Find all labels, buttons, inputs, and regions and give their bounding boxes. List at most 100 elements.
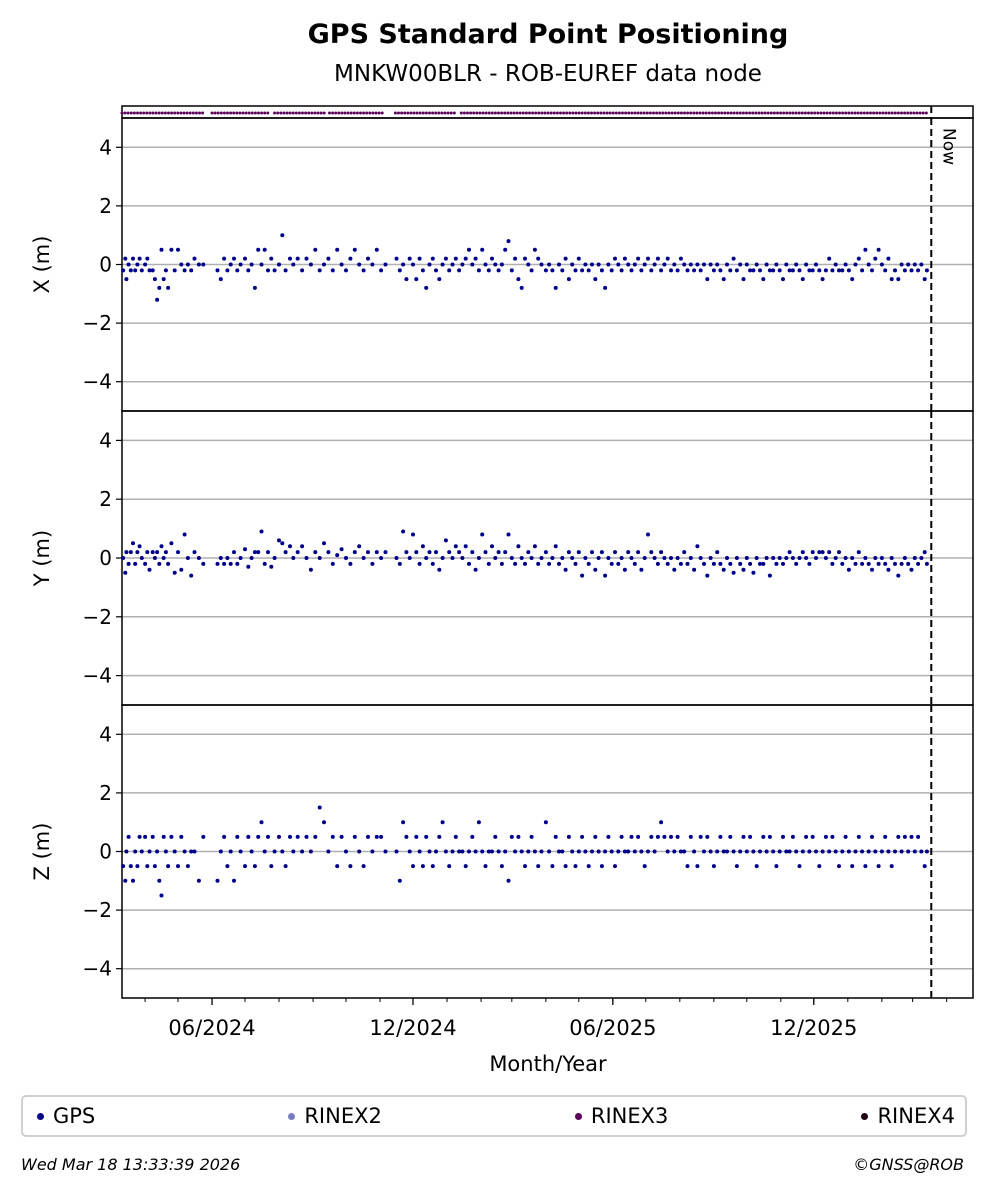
availability-point <box>285 111 289 115</box>
data-point <box>476 556 481 560</box>
availability-point <box>497 111 500 115</box>
data-point <box>249 556 254 560</box>
availability-point <box>276 111 280 115</box>
data-point <box>335 247 340 252</box>
data-point <box>636 550 641 555</box>
data-point <box>269 256 274 261</box>
data-point <box>192 849 197 854</box>
availability-point <box>247 111 251 115</box>
data-point <box>669 834 673 839</box>
data-point <box>137 834 142 839</box>
data-point <box>420 544 425 549</box>
data-point <box>603 849 608 854</box>
data-point <box>185 556 190 560</box>
data-point <box>698 268 703 273</box>
data-point <box>840 849 845 854</box>
data-point <box>777 268 782 273</box>
data-point <box>830 834 835 839</box>
availability-point <box>418 111 422 115</box>
data-point <box>613 864 617 869</box>
data-point <box>374 550 379 555</box>
availability-point <box>878 111 882 115</box>
data-point <box>404 834 409 839</box>
data-point <box>695 544 700 549</box>
data-point <box>781 277 785 282</box>
y-axis-label: Z (m) <box>30 823 54 881</box>
data-point <box>532 849 537 854</box>
data-point <box>711 268 716 273</box>
data-point <box>411 262 415 267</box>
availability-point <box>487 111 491 115</box>
data-point <box>718 834 723 839</box>
availability-point <box>800 111 804 115</box>
data-point <box>516 277 521 282</box>
availability-point <box>291 111 295 115</box>
availability-point <box>232 111 236 115</box>
data-point <box>543 550 548 555</box>
availability-point <box>807 111 810 115</box>
availability-point <box>279 111 283 115</box>
y-tick-label: 4 <box>99 722 112 746</box>
data-point <box>344 268 348 273</box>
data-point <box>152 864 157 869</box>
data-point <box>135 262 140 267</box>
availability-point <box>748 111 752 115</box>
legend-label: RINEX2 <box>304 1104 382 1128</box>
availability-point <box>304 111 308 115</box>
data-point <box>201 262 206 267</box>
data-point <box>639 567 644 572</box>
availability-point <box>571 111 575 115</box>
data-point <box>457 849 462 854</box>
availability-point <box>710 111 714 115</box>
availability-point <box>253 111 257 115</box>
data-point <box>185 262 190 267</box>
data-point <box>553 544 558 549</box>
data-point <box>222 256 227 261</box>
data-point <box>662 262 667 267</box>
data-point <box>529 556 534 560</box>
data-point <box>152 277 157 282</box>
data-point <box>238 556 243 560</box>
data-point <box>912 556 917 560</box>
availability-point <box>424 111 428 115</box>
data-point <box>609 849 614 854</box>
data-point <box>774 561 779 566</box>
data-point <box>708 556 713 560</box>
availability-point <box>788 111 792 115</box>
data-point <box>161 277 166 282</box>
availability-point <box>307 111 311 115</box>
data-point <box>523 256 527 261</box>
data-point <box>866 849 871 854</box>
availability-point <box>658 111 662 115</box>
availability-point <box>466 111 469 115</box>
availability-point <box>819 111 823 115</box>
availability-point <box>393 111 397 115</box>
data-point <box>619 268 624 273</box>
data-point <box>308 849 313 854</box>
y-tick-label: 0 <box>99 840 112 864</box>
data-point <box>678 256 683 261</box>
data-point <box>797 556 802 560</box>
data-point <box>646 849 650 854</box>
data-point <box>335 864 340 869</box>
data-point <box>893 268 897 273</box>
data-point <box>543 820 548 825</box>
data-point <box>300 544 305 549</box>
data-point <box>586 561 591 566</box>
data-point <box>860 849 865 854</box>
availability-point <box>194 111 198 115</box>
data-point <box>513 849 518 854</box>
availability-point <box>655 111 659 115</box>
data-point <box>899 849 904 854</box>
data-point <box>580 573 585 578</box>
data-point <box>678 849 683 854</box>
legend-item-rinex2: RINEX2 <box>288 1104 382 1128</box>
availability-point <box>179 111 183 115</box>
availability-point <box>201 111 205 115</box>
data-point <box>731 849 736 854</box>
data-point <box>853 262 858 267</box>
availability-point <box>875 111 879 115</box>
data-point <box>573 864 578 869</box>
availability-point <box>328 111 331 115</box>
data-point <box>126 561 131 566</box>
